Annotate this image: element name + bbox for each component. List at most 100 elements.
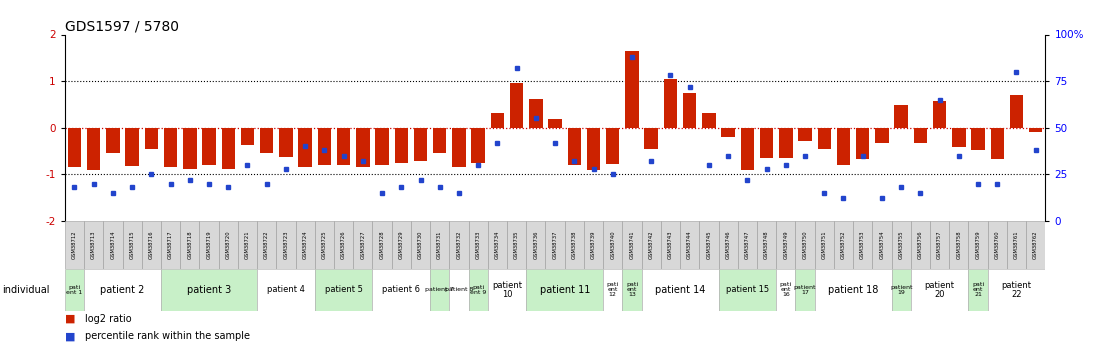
Bar (603, 269, 623, 310)
Text: GSM38734: GSM38734 (495, 231, 500, 259)
Bar (779, 128, 793, 158)
Text: patient 4: patient 4 (267, 285, 305, 294)
Text: GSM38745: GSM38745 (707, 231, 711, 259)
Text: GSM38737: GSM38737 (552, 231, 558, 259)
Bar (565, 221, 584, 269)
Bar (913, 128, 927, 142)
Bar (164, 128, 178, 167)
Bar (260, 128, 274, 153)
Text: ■: ■ (65, 314, 75, 324)
Text: patient
22: patient 22 (1002, 281, 1032, 299)
Text: GSM38713: GSM38713 (92, 231, 96, 259)
Bar (257, 269, 315, 310)
Text: GSM38722: GSM38722 (264, 231, 269, 259)
Bar (738, 221, 757, 269)
Bar (315, 269, 372, 310)
Text: GSM38761: GSM38761 (1014, 231, 1018, 259)
Bar (987, 269, 1045, 310)
Bar (776, 221, 795, 269)
Bar (587, 128, 600, 170)
Text: pati
ent
21: pati ent 21 (972, 282, 984, 297)
Bar (199, 221, 219, 269)
Text: patient 11: patient 11 (540, 285, 590, 295)
Bar (510, 83, 523, 128)
Text: patient
20: patient 20 (925, 281, 955, 299)
Text: GSM38719: GSM38719 (207, 231, 211, 259)
Text: GSM38739: GSM38739 (591, 231, 596, 259)
Bar (180, 221, 199, 269)
Bar (353, 221, 372, 269)
Text: GSM38730: GSM38730 (418, 231, 423, 259)
Bar (411, 221, 430, 269)
Bar (680, 221, 699, 269)
Bar (623, 269, 642, 310)
Bar (337, 128, 350, 165)
Text: GSM38727: GSM38727 (360, 231, 366, 259)
Bar (661, 221, 680, 269)
Bar (508, 221, 527, 269)
Text: GSM38744: GSM38744 (688, 231, 692, 259)
Bar (68, 128, 82, 167)
Bar (606, 128, 619, 164)
Text: GSM38712: GSM38712 (72, 231, 77, 259)
Text: patient 7: patient 7 (426, 287, 454, 292)
Text: patient 18: patient 18 (828, 285, 879, 295)
Text: GSM38746: GSM38746 (726, 231, 731, 259)
Bar (815, 221, 834, 269)
Text: GSM38757: GSM38757 (937, 231, 942, 259)
Bar (664, 79, 678, 128)
Bar (202, 128, 216, 165)
Text: log2 ratio: log2 ratio (85, 314, 132, 324)
Bar (1029, 128, 1042, 132)
Text: GSM38723: GSM38723 (284, 231, 288, 259)
Bar (776, 269, 795, 310)
Bar (932, 101, 946, 128)
Text: individual: individual (2, 285, 49, 295)
Text: patient
19: patient 19 (890, 285, 912, 295)
Bar (487, 221, 508, 269)
Bar (430, 221, 449, 269)
Text: pati
ent
16: pati ent 16 (779, 282, 792, 297)
Bar (491, 113, 504, 128)
Text: GSM38724: GSM38724 (303, 231, 307, 259)
Bar (856, 128, 870, 159)
Text: pati
ent 9: pati ent 9 (470, 285, 486, 295)
Text: GSM38750: GSM38750 (803, 231, 807, 259)
Bar (875, 128, 889, 142)
Text: GSM38735: GSM38735 (514, 231, 519, 259)
Text: GSM38762: GSM38762 (1033, 231, 1039, 259)
Bar (221, 128, 235, 169)
Bar (702, 113, 716, 128)
Text: GSM38717: GSM38717 (168, 231, 173, 259)
Bar (142, 221, 161, 269)
Text: GSM38732: GSM38732 (456, 231, 462, 259)
Bar (84, 269, 161, 310)
Bar (391, 221, 411, 269)
Bar (740, 128, 754, 169)
Bar (372, 269, 430, 310)
Bar (334, 221, 353, 269)
Bar (834, 221, 853, 269)
Bar (65, 269, 84, 310)
Text: GDS1597 / 5780: GDS1597 / 5780 (65, 19, 179, 33)
Text: GSM38747: GSM38747 (745, 231, 750, 259)
Text: patient 14: patient 14 (655, 285, 705, 295)
Text: patient 2: patient 2 (101, 285, 144, 295)
Bar (372, 221, 391, 269)
Text: patient 6: patient 6 (382, 285, 420, 294)
Bar (240, 128, 254, 145)
Bar (472, 128, 485, 162)
Text: GSM38752: GSM38752 (841, 231, 846, 259)
Text: GSM38759: GSM38759 (976, 231, 980, 259)
Bar (468, 269, 487, 310)
Bar (161, 221, 180, 269)
Bar (625, 51, 638, 128)
Bar (106, 128, 120, 153)
Text: patient 15: patient 15 (726, 285, 769, 294)
Bar (453, 128, 466, 167)
Bar (930, 221, 949, 269)
Bar (433, 128, 446, 153)
Bar (449, 269, 468, 310)
Bar (103, 221, 123, 269)
Text: GSM38760: GSM38760 (995, 231, 999, 259)
